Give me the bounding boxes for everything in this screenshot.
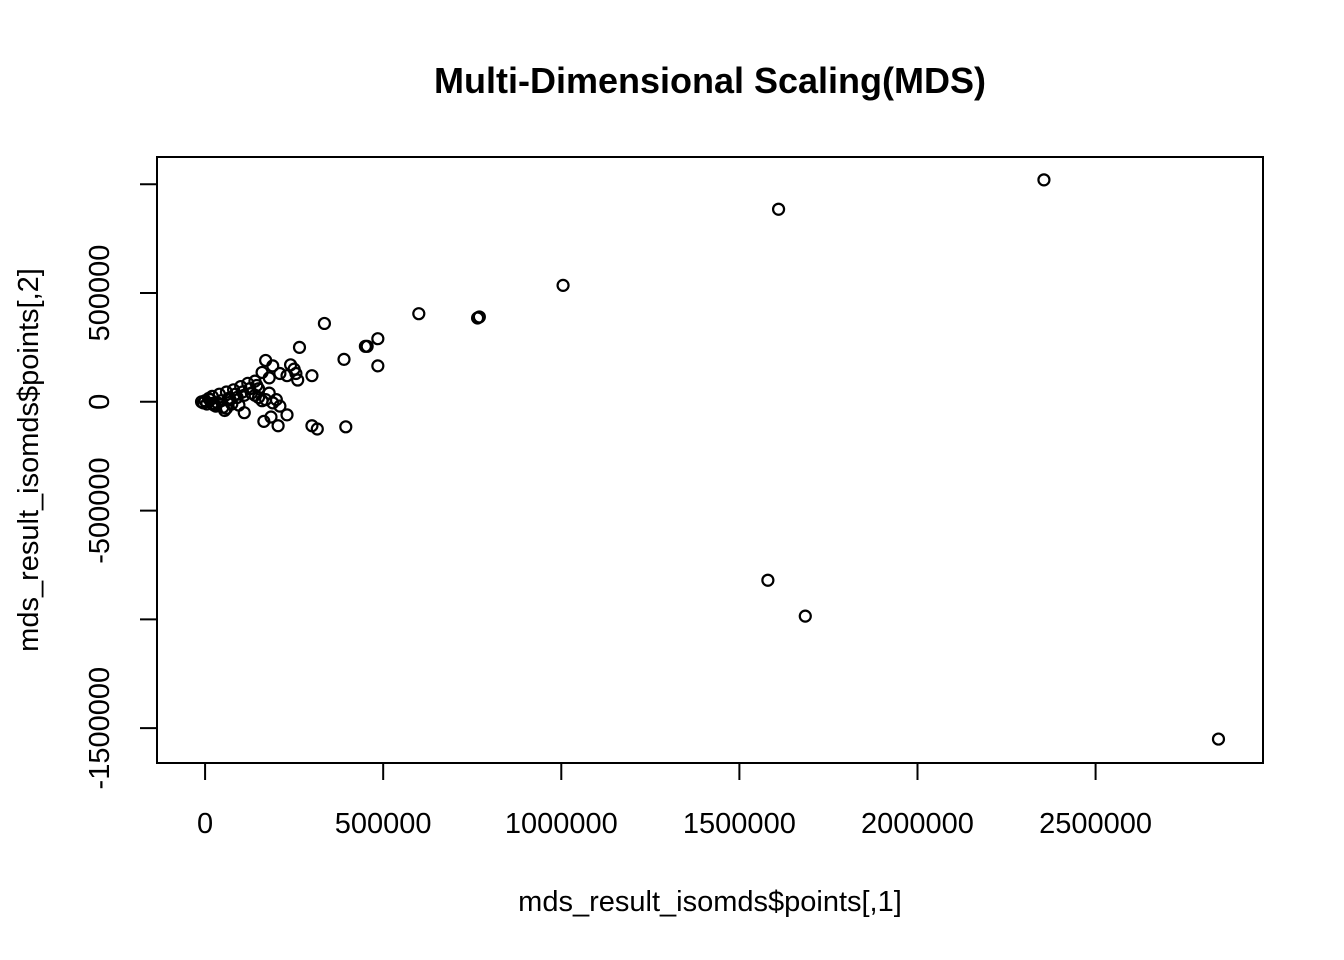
plot-frame [156, 156, 1264, 764]
data-point [273, 399, 287, 413]
data-point [292, 340, 307, 354]
data-point [1037, 173, 1051, 187]
data-point [371, 332, 385, 346]
x-tick-label: 1500000 [683, 808, 796, 840]
data-point [556, 278, 570, 292]
chart-title: Multi-Dimensional Scaling(MDS) [434, 60, 986, 101]
data-point [358, 339, 372, 353]
x-tick-label: 0 [197, 808, 213, 840]
y-tick-label: 0 [84, 394, 116, 410]
y-tick-label: -1500000 [84, 667, 116, 790]
x-tick-label: 2000000 [861, 808, 974, 840]
data-point [266, 359, 280, 373]
data-point [798, 609, 812, 623]
data-point [248, 388, 262, 402]
data-point [271, 419, 285, 433]
data-point [262, 371, 276, 385]
data-point [412, 307, 426, 321]
data-point [761, 573, 775, 587]
data-point [205, 396, 219, 411]
data-point [339, 420, 353, 434]
data-point [269, 393, 283, 407]
y-tick-label: -500000 [84, 457, 116, 563]
y-axis: -1500000 -500000 0 500000 [84, 183, 157, 790]
data-point [305, 369, 319, 383]
data-point [280, 408, 294, 422]
data-point [470, 311, 485, 325]
data-point [317, 316, 332, 331]
data-point [273, 366, 287, 381]
data-point [771, 202, 786, 216]
data-point [196, 396, 210, 410]
data-point [371, 359, 385, 373]
data-point [1211, 732, 1226, 746]
data-point [262, 386, 276, 400]
y-axis-label: mds_result_isomds$points[,2] [13, 268, 45, 652]
data-point [337, 352, 351, 366]
x-tick-label: 500000 [335, 808, 432, 840]
x-tick-label: 2500000 [1039, 808, 1152, 840]
data-point [291, 373, 305, 387]
data-point [280, 369, 294, 383]
data-point [235, 385, 250, 399]
data-point [219, 401, 234, 415]
data-point [310, 422, 324, 436]
data-point [289, 366, 303, 381]
x-axis-label: mds_result_isomds$points[,1] [518, 886, 902, 918]
y-tick-label: 500000 [84, 245, 116, 342]
data-point [232, 398, 246, 412]
data-points [194, 173, 1226, 746]
x-tick-label: 1000000 [505, 808, 618, 840]
data-point [257, 414, 271, 428]
x-axis: 0 500000 1000000 1500000 2000000 2500000 [197, 763, 1152, 840]
